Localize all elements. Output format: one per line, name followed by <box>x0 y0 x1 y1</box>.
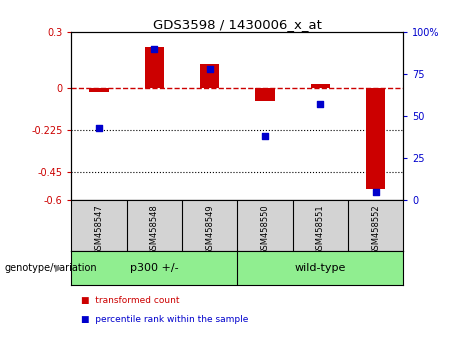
Text: genotype/variation: genotype/variation <box>5 263 97 273</box>
Bar <box>89 88 109 92</box>
Bar <box>200 64 219 88</box>
Point <box>261 133 269 139</box>
Point <box>317 101 324 107</box>
Text: wild-type: wild-type <box>295 263 346 273</box>
Text: GSM458552: GSM458552 <box>371 204 380 255</box>
Text: ■  percentile rank within the sample: ■ percentile rank within the sample <box>81 315 248 324</box>
Point <box>372 189 379 194</box>
Text: ▶: ▶ <box>55 263 62 273</box>
Point <box>95 125 103 131</box>
Text: GSM458551: GSM458551 <box>316 204 325 255</box>
Bar <box>145 47 164 88</box>
Title: GDS3598 / 1430006_x_at: GDS3598 / 1430006_x_at <box>153 18 322 31</box>
Bar <box>366 88 385 189</box>
Bar <box>311 84 330 88</box>
Text: GSM458550: GSM458550 <box>260 204 270 255</box>
Point <box>206 66 213 72</box>
Text: ■  transformed count: ■ transformed count <box>81 296 179 304</box>
Text: p300 +/-: p300 +/- <box>130 263 179 273</box>
Point <box>151 46 158 52</box>
Text: GSM458549: GSM458549 <box>205 204 214 255</box>
Bar <box>255 88 275 101</box>
Text: GSM458547: GSM458547 <box>95 204 104 255</box>
Text: GSM458548: GSM458548 <box>150 204 159 255</box>
